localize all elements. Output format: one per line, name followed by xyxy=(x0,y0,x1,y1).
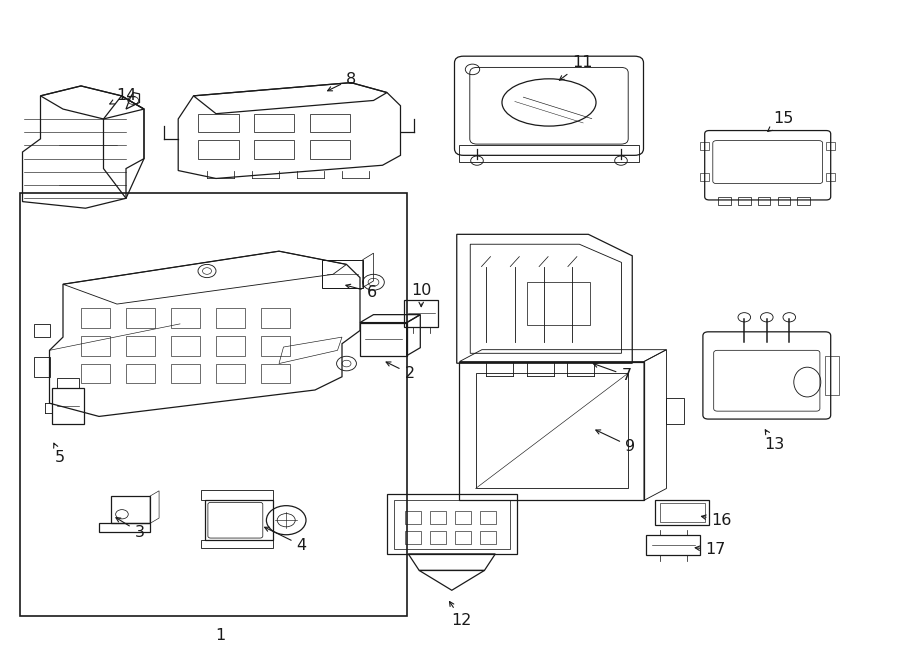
Text: 15: 15 xyxy=(768,112,793,132)
Text: 14: 14 xyxy=(110,89,136,104)
Text: 7: 7 xyxy=(593,363,632,383)
Text: 12: 12 xyxy=(449,602,472,627)
Text: 9: 9 xyxy=(596,430,635,453)
Text: 16: 16 xyxy=(701,513,732,527)
Text: 10: 10 xyxy=(411,284,431,307)
Text: 13: 13 xyxy=(764,430,784,451)
Text: 1: 1 xyxy=(215,629,226,643)
Text: 4: 4 xyxy=(265,527,307,553)
Text: 11: 11 xyxy=(560,56,592,80)
Text: 6: 6 xyxy=(346,284,377,299)
Text: 17: 17 xyxy=(695,543,725,557)
Text: 3: 3 xyxy=(116,518,145,539)
Text: 8: 8 xyxy=(328,72,356,91)
Text: 5: 5 xyxy=(54,444,66,465)
Text: 2: 2 xyxy=(386,362,415,381)
